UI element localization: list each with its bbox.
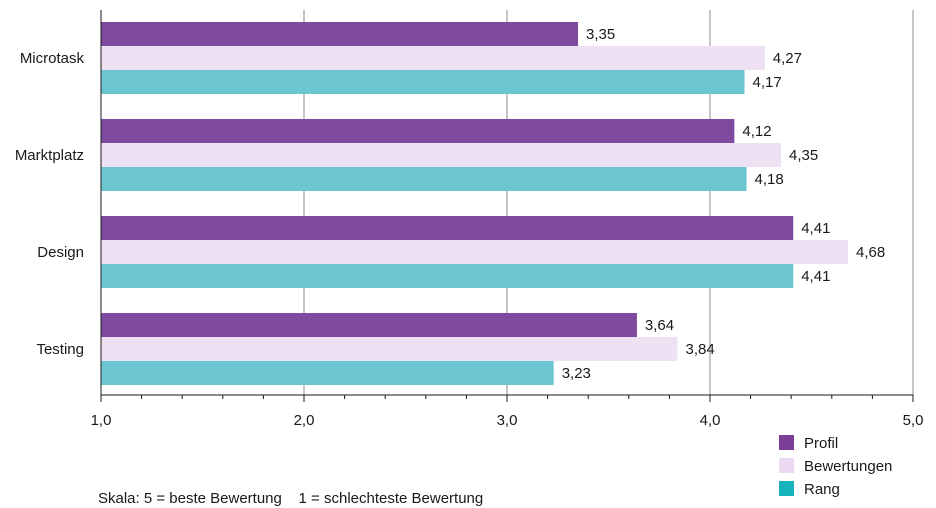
x-tick-label: 3,0	[497, 412, 518, 429]
category-label: Design	[37, 244, 84, 261]
bar-profil-microtask	[101, 22, 579, 46]
bar-bewertungen-design	[101, 240, 849, 264]
value-label: 4,41	[801, 268, 830, 285]
bar-rang-marktplatz	[101, 167, 747, 191]
legend-label-rang: Rang	[804, 481, 840, 498]
value-label: 4,17	[753, 74, 782, 91]
legend-swatch-bewertungen	[779, 458, 794, 473]
category-label: Marktplatz	[15, 147, 84, 164]
bar-bewertungen-microtask	[101, 46, 765, 70]
legend-label-bewertungen: Bewertungen	[804, 458, 892, 475]
category-label: Microtask	[20, 50, 85, 67]
bar-bewertungen-marktplatz	[101, 143, 782, 167]
value-label: 4,41	[801, 220, 830, 237]
x-tick-label: 2,0	[294, 412, 315, 429]
value-label: 4,18	[755, 171, 784, 188]
value-label: 4,68	[856, 244, 885, 261]
category-labels: Microtask Marktplatz Design Testing	[15, 50, 85, 358]
value-label: 3,64	[645, 317, 674, 334]
value-label: 3,84	[686, 341, 715, 358]
bar-rang-testing	[101, 361, 554, 385]
value-label: 4,35	[789, 147, 818, 164]
bar-profil-design	[101, 216, 794, 240]
value-label: 4,12	[742, 123, 771, 140]
bars	[101, 22, 849, 385]
value-label: 3,35	[586, 26, 615, 43]
legend-swatch-profil	[779, 435, 794, 450]
x-tick-label: 4,0	[700, 412, 721, 429]
bar-profil-testing	[101, 313, 637, 337]
x-tick-label: 5,0	[903, 412, 924, 429]
x-tick-label: 1,0	[91, 412, 112, 429]
bar-profil-marktplatz	[101, 119, 735, 143]
value-label: 4,27	[773, 50, 802, 67]
scale-note: Skala: 5 = beste Bewertung 1 = schlechte…	[98, 490, 483, 507]
legend: Profil Bewertungen Rang	[779, 435, 892, 498]
legend-swatch-rang	[779, 481, 794, 496]
bar-rang-design	[101, 264, 794, 288]
legend-label-profil: Profil	[804, 435, 838, 452]
bar-rang-microtask	[101, 70, 745, 94]
x-axis: 1,0 2,0 3,0 4,0 5,0	[91, 10, 924, 429]
value-labels: 3,35 4,27 4,17 4,12 4,35 4,18 4,41 4,68 4,41 3,64…	[562, 26, 886, 382]
value-label: 3,23	[562, 365, 591, 382]
bar-bewertungen-testing	[101, 337, 678, 361]
category-label: Testing	[36, 341, 84, 358]
